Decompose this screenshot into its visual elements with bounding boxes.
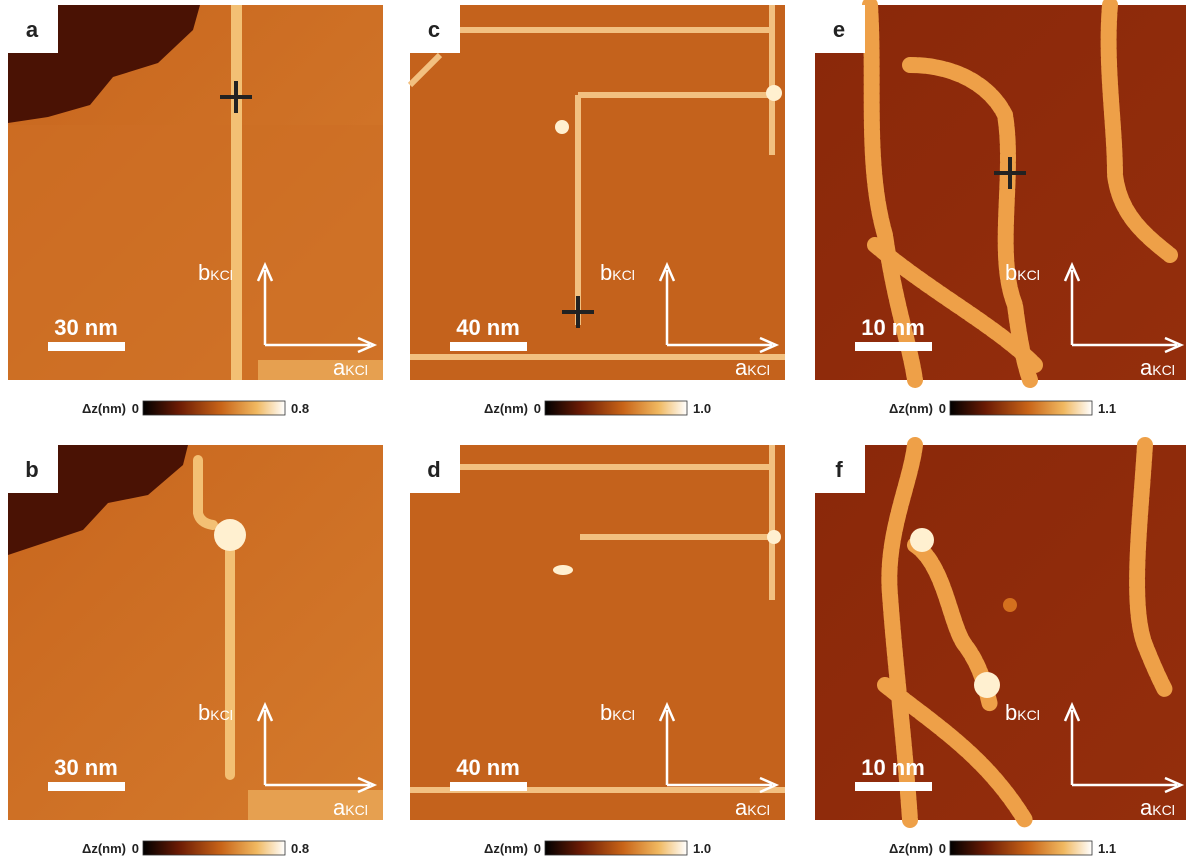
scale-bar-label: 30 nm	[54, 315, 118, 340]
scale-bar-label: 30 nm	[54, 755, 118, 780]
colorbar-max: 1.1	[1098, 401, 1116, 416]
colorbar-max: 1.1	[1098, 841, 1116, 856]
colorbar-max: 1.0	[693, 401, 711, 416]
colorbar-label: Δz(nm)	[484, 401, 528, 416]
axis-subscript: KCl	[210, 267, 233, 283]
colorbar	[143, 841, 285, 855]
scale-bar-label: 10 nm	[861, 755, 925, 780]
molecule-blob	[910, 528, 934, 552]
axis-subscript: KCl	[1152, 362, 1175, 378]
scale-bar-label: 40 nm	[456, 315, 520, 340]
scale-bar-label: 10 nm	[861, 315, 925, 340]
molecule-blob	[974, 672, 1000, 698]
axis-label-b-letter: b	[1005, 700, 1017, 725]
axis-subscript: KCl	[1017, 267, 1040, 283]
colorbar-min: 0	[132, 401, 139, 416]
axis-label-b-letter: b	[1005, 260, 1017, 285]
axis-label-a-letter: a	[333, 795, 346, 820]
molecule-blob	[555, 120, 569, 134]
axis-subscript: KCl	[747, 802, 770, 818]
axis-subscript: KCl	[612, 707, 635, 723]
colorbar-min: 0	[939, 401, 946, 416]
axis-subscript: KCl	[210, 707, 233, 723]
colorbar-min: 0	[939, 841, 946, 856]
molecule-blob	[766, 85, 782, 101]
axis-subscript: KCl	[747, 362, 770, 378]
panel-label: b	[25, 457, 38, 482]
panel-label: f	[835, 457, 843, 482]
colorbar	[950, 401, 1092, 415]
figure: a30 nmbKClaKClΔz(nm)00.8b30 nmbKClaKClΔz…	[0, 0, 1186, 861]
colorbar-label: Δz(nm)	[82, 401, 126, 416]
scale-bar	[450, 782, 527, 791]
scale-bar-label: 40 nm	[456, 755, 520, 780]
panel-label: e	[833, 17, 845, 42]
colorbar-label: Δz(nm)	[889, 841, 933, 856]
panel: f10 nmbKClaKClΔz(nm)01.1	[815, 445, 1186, 856]
colorbar-label: Δz(nm)	[484, 841, 528, 856]
colorbar-label: Δz(nm)	[889, 401, 933, 416]
axis-label-a-letter: a	[1140, 355, 1153, 380]
axis-label-a-letter: a	[1140, 795, 1153, 820]
colorbar-max: 0.8	[291, 401, 309, 416]
axis-label-a-letter: a	[735, 355, 748, 380]
terrace	[8, 125, 383, 380]
scale-bar	[48, 782, 125, 791]
axis-subscript: KCl	[345, 362, 368, 378]
molecule-blob	[767, 530, 781, 544]
colorbar-min: 0	[534, 401, 541, 416]
colorbar-min: 0	[534, 841, 541, 856]
axis-label-b-letter: b	[600, 700, 612, 725]
axis-subscript: KCl	[612, 267, 635, 283]
scale-bar	[450, 342, 527, 351]
axis-label-b-letter: b	[198, 260, 210, 285]
colorbar-max: 1.0	[693, 841, 711, 856]
scale-bar	[855, 782, 932, 791]
axis-label-b-letter: b	[600, 260, 612, 285]
molecule-blob	[553, 565, 573, 575]
axis-label-b-letter: b	[198, 700, 210, 725]
axis-subscript: KCl	[345, 802, 368, 818]
colorbar-label: Δz(nm)	[82, 841, 126, 856]
panel-label: a	[26, 17, 39, 42]
panel-label: d	[427, 457, 440, 482]
colorbar	[950, 841, 1092, 855]
molecule-blob	[214, 519, 246, 551]
colorbar	[545, 401, 687, 415]
molecule-blob	[1003, 598, 1017, 612]
scale-bar	[48, 342, 125, 351]
axis-label-a-letter: a	[333, 355, 346, 380]
colorbar	[545, 841, 687, 855]
axis-subscript: KCl	[1152, 802, 1175, 818]
axis-subscript: KCl	[1017, 707, 1040, 723]
colorbar	[143, 401, 285, 415]
colorbar-max: 0.8	[291, 841, 309, 856]
scale-bar	[855, 342, 932, 351]
colorbar-min: 0	[132, 841, 139, 856]
axis-label-a-letter: a	[735, 795, 748, 820]
panel: a30 nmbKClaKClΔz(nm)00.8	[8, 5, 383, 416]
molecule-line	[231, 5, 242, 380]
panel-label: c	[428, 17, 440, 42]
